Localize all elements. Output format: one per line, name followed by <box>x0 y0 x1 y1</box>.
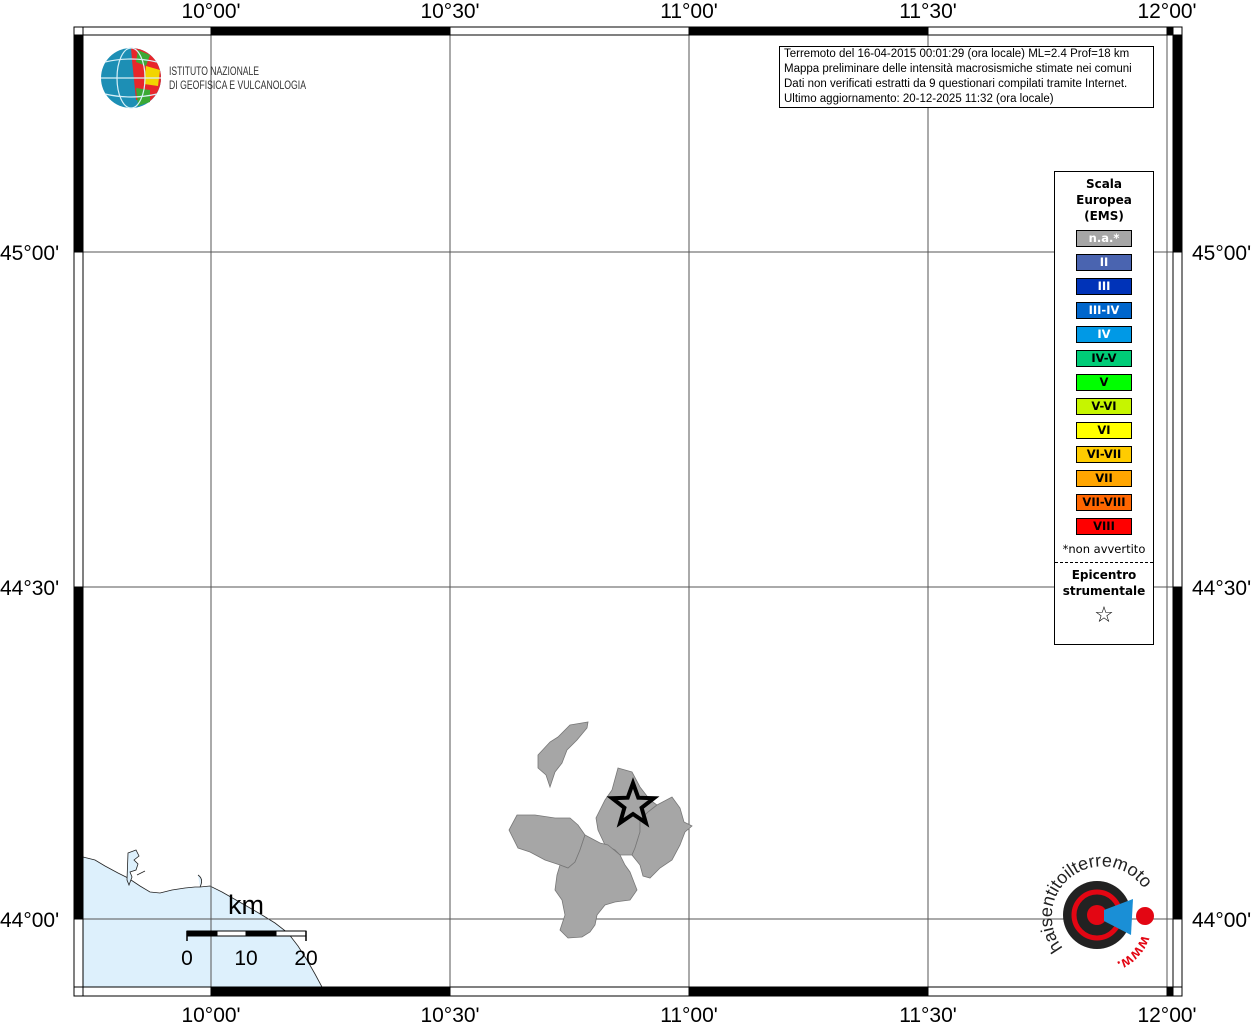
frame-segment <box>1166 986 1174 997</box>
event-info-box: Terremoto del 16-04-2015 00:01:29 (ora l… <box>779 46 1154 108</box>
frame-segment <box>82 26 212 36</box>
legend-swatch: VI-VII <box>1076 446 1132 463</box>
municipality-polygon[interactable] <box>554 834 638 939</box>
frame-segment <box>688 986 929 997</box>
ingv-name-line1: ISTITUTO NAZIONALE <box>169 66 259 78</box>
legend-swatch: V <box>1076 374 1132 391</box>
frame-segment <box>1172 918 1183 988</box>
frame-segment <box>82 986 212 997</box>
legend-title: Scala Europea (EMS) <box>1055 176 1153 224</box>
frame-segment <box>1172 586 1183 920</box>
lat-label-left: 45°00' <box>0 242 59 265</box>
lat-label-left: 44°00' <box>0 909 59 932</box>
lon-label-bottom: 11°30' <box>899 1004 957 1024</box>
scale-label-20: 20 <box>294 947 317 970</box>
lon-label-top: 10°30' <box>420 0 479 23</box>
legend-title-line: Europea <box>1076 193 1132 207</box>
frame-segment <box>688 26 929 36</box>
frame-corner <box>1172 26 1183 36</box>
frame-segment <box>73 251 84 588</box>
legend-swatch: IV-V <box>1076 350 1132 367</box>
municipality-polygon[interactable] <box>537 721 589 789</box>
frame-corner <box>73 26 84 36</box>
lon-label-top: 12°00' <box>1137 0 1196 23</box>
event-info-line: Dati non verificati estratti da 9 questi… <box>784 78 1128 90</box>
svg-text:haisentitoilterremoto.it: haisentitoilterremoto.it <box>0 0 1157 957</box>
event-info-line: Terremoto del 16-04-2015 00:01:29 (ora l… <box>784 48 1130 60</box>
municipality-polygon[interactable] <box>631 796 693 879</box>
frame-segment <box>73 34 84 253</box>
star-icon: ☆ <box>1094 603 1114 628</box>
legend-swatch: VIII <box>1076 518 1132 535</box>
frame-segment <box>449 26 690 36</box>
legend-divider <box>1055 562 1153 563</box>
frame-segment <box>1172 251 1183 588</box>
lat-label-right: 44°00' <box>1192 909 1251 932</box>
coast-detail <box>126 849 202 888</box>
hsit-logo-text: haisentitoilterremoto.it <box>0 0 1157 957</box>
municipality-polygon[interactable] <box>508 814 586 869</box>
frame-segment <box>1172 34 1183 253</box>
frame-segment <box>73 918 84 988</box>
lon-label-bottom: 10°00' <box>181 1004 240 1024</box>
ingv-name-line2: DI GEOFISICA E VULCANOLOGIA <box>169 80 306 92</box>
frame-corner <box>73 986 84 997</box>
legend-epicenter-label: Epicentro strumentale <box>1055 567 1153 599</box>
sea-area <box>82 856 323 988</box>
frame-corner <box>1172 986 1183 997</box>
frame-segment <box>927 986 1168 997</box>
legend-epicenter-line: Epicentro <box>1071 568 1137 582</box>
lon-label-bottom: 12°00' <box>1137 1004 1196 1024</box>
lon-label-bottom: 11°00' <box>660 1004 718 1024</box>
legend-swatch: VI <box>1076 422 1132 439</box>
legend-swatch: V-VI <box>1076 398 1132 415</box>
lat-label-left: 44°30' <box>0 577 59 600</box>
frame-segment <box>449 986 690 997</box>
lon-label-top: 10°00' <box>181 0 240 23</box>
event-info-line: Mappa preliminare delle intensità macros… <box>784 63 1132 75</box>
epicenter-star-icon <box>606 777 660 828</box>
frame-segment <box>927 26 1168 36</box>
legend-swatch: III-IV <box>1076 302 1132 319</box>
legend-swatch: IV <box>1076 326 1132 343</box>
lon-label-top: 11°00' <box>660 0 718 23</box>
lat-label-right: 45°00' <box>1192 242 1251 265</box>
scale-unit: km <box>228 890 264 920</box>
frame-segment <box>210 986 451 997</box>
event-info-line: Ultimo aggiornamento: 20-12-2025 11:32 (… <box>784 93 1054 105</box>
frame-segment <box>210 26 451 36</box>
legend-epicenter-line: strumentale <box>1062 584 1146 598</box>
lon-label-bottom: 10°30' <box>420 1004 479 1024</box>
legend-swatch: VII-VIII <box>1076 494 1132 511</box>
intensity-legend: Scala Europea (EMS) n.a.* II III III-IV IV IV… <box>1054 171 1154 645</box>
scale-bar: km 0 10 20 <box>181 890 318 970</box>
legend-swatch: II <box>1076 254 1132 271</box>
legend-title-line: Scala <box>1085 177 1123 191</box>
scale-label-10: 10 <box>234 947 257 970</box>
legend-title-line: (EMS) <box>1084 209 1124 223</box>
lon-label-top: 11°30' <box>899 0 957 23</box>
legend-note: *non avvertito <box>1062 542 1146 556</box>
map-border <box>82 34 1174 988</box>
legend-swatch: III <box>1076 278 1132 295</box>
frame-segment <box>73 586 84 920</box>
legend-swatch: VII <box>1076 470 1132 487</box>
scale-label-0: 0 <box>181 947 193 970</box>
ingv-logo: ISTITUTO NAZIONALE DI GEOFISICA E VULCAN… <box>101 47 306 109</box>
frame-segment <box>1166 26 1174 36</box>
legend-swatch: n.a.* <box>1076 230 1132 247</box>
lat-label-right: 44°30' <box>1192 577 1251 600</box>
